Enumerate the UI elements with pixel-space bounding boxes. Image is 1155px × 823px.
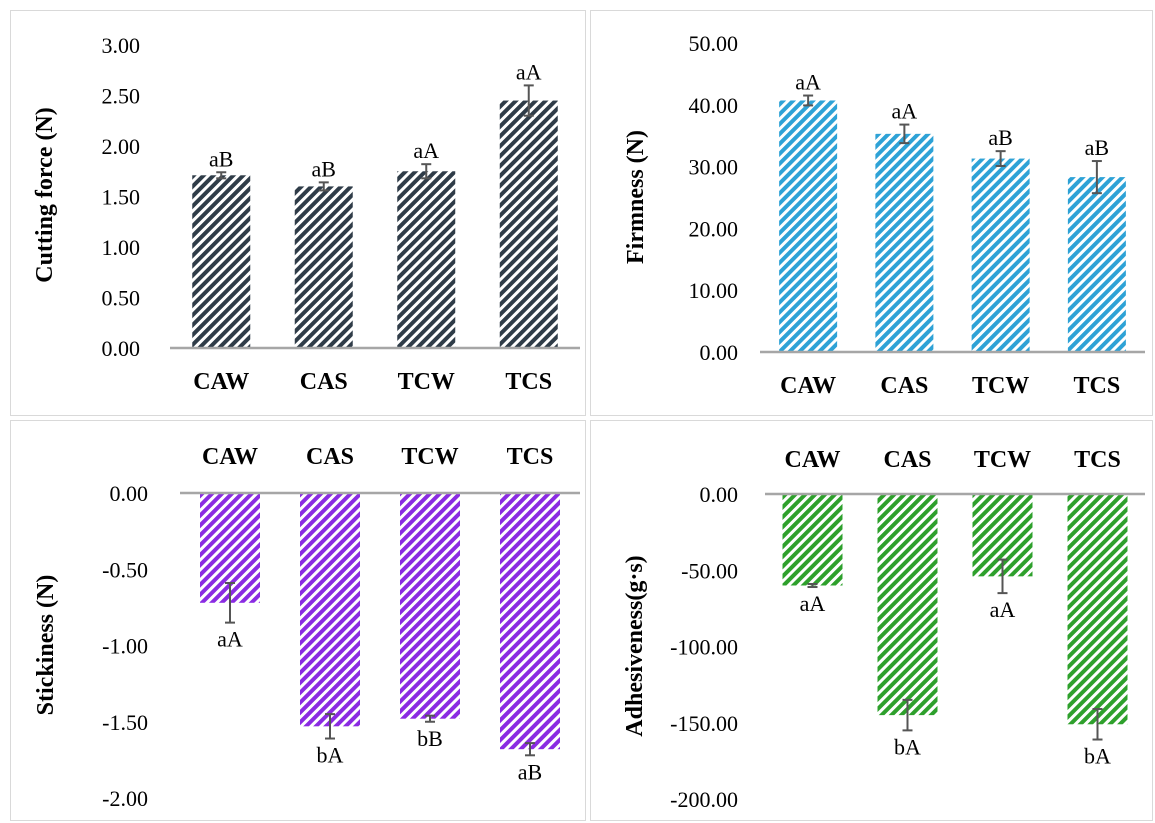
bar-caw (779, 100, 838, 352)
y-tick-label: -50.00 (681, 558, 738, 583)
category-label: TCW (974, 447, 1031, 473)
data-label: aB (1085, 135, 1109, 160)
category-label: TCW (401, 444, 458, 470)
y-tick-label: 50.00 (689, 31, 739, 56)
y-axis-title: Adhesiveness(g·s) (622, 555, 648, 736)
y-tick-label: -1.50 (102, 710, 148, 735)
category-label: CAW (784, 447, 840, 473)
category-label: TCS (505, 369, 552, 395)
y-tick-label: -200.00 (670, 787, 738, 812)
category-label: CAW (202, 444, 258, 470)
bar-tcs (499, 100, 558, 348)
data-label: bA (1084, 744, 1111, 769)
panel-border-cutting-force (10, 10, 586, 416)
chart-panel-stickiness: 0.00 -0.50 -1.00 -1.50 -2.00 Stickiness (N) aA… (33, 444, 580, 811)
bar-cas (300, 493, 360, 727)
y-tick-label: -2.00 (102, 786, 148, 811)
chart-panel-firmness: 0.00 10.00 20.00 30.00 40.00 50.00 Firmness (N… (623, 31, 1145, 399)
y-axis-title: Firmness (N) (623, 130, 649, 264)
category-label: TCS (1074, 447, 1121, 473)
y-tick-label: 2.50 (102, 84, 141, 109)
y-tick-label: 0.00 (110, 481, 149, 506)
y-tick-label: 0.00 (102, 336, 141, 361)
y-axis-title: Cutting force (N) (32, 107, 58, 283)
bar-tcs (500, 493, 560, 750)
data-label: aA (795, 70, 821, 95)
data-label: aB (988, 125, 1012, 150)
bar-caw (192, 175, 251, 348)
y-axis-title: Stickiness (N) (33, 575, 59, 716)
panel-border-firmness (590, 10, 1153, 416)
chart-panel-adhesiveness: 0.00 -50.00 -100.00 -150.00 -200.00 Adhesiven… (622, 447, 1145, 812)
data-label: aA (413, 138, 439, 163)
category-label: CAW (193, 369, 249, 395)
category-label: CAS (300, 369, 348, 395)
y-tick-label: 2.00 (102, 134, 141, 159)
y-tick-label: -0.50 (102, 557, 148, 582)
y-tick-label: 30.00 (689, 155, 739, 180)
y-tick-label: -150.00 (670, 711, 738, 736)
category-label: CAS (883, 447, 931, 473)
data-label: aB (209, 146, 233, 171)
y-tick-label: 40.00 (689, 93, 739, 118)
data-label: aB (518, 759, 542, 784)
bar-cas (294, 186, 353, 348)
bar-tcw (971, 158, 1030, 352)
bar-tcw (397, 171, 456, 348)
bar-tcs (1067, 177, 1126, 352)
y-tick-label: 0.00 (700, 482, 739, 507)
y-tick-label: -1.00 (102, 634, 148, 659)
data-label: bB (417, 726, 443, 751)
category-label: TCS (1074, 373, 1121, 399)
bar-cas (875, 133, 934, 352)
category-label: CAW (780, 373, 836, 399)
category-label: CAS (880, 373, 928, 399)
data-label: aA (990, 597, 1016, 622)
bar-tcw (400, 493, 460, 719)
bar-tcs (1067, 494, 1128, 725)
data-label: bA (317, 743, 344, 768)
data-label: bA (894, 734, 921, 759)
panel-border-stickiness (10, 420, 586, 821)
data-label: aA (892, 99, 918, 124)
y-tick-label: 3.00 (102, 33, 141, 58)
data-label: aA (217, 627, 243, 652)
y-tick-label: 1.00 (102, 235, 141, 260)
category-label: TCS (507, 444, 554, 470)
y-tick-label: -100.00 (670, 635, 738, 660)
data-label: aA (516, 59, 542, 84)
category-label: TCW (398, 369, 455, 395)
y-tick-label: 0.50 (102, 286, 141, 311)
bar-caw (782, 494, 843, 586)
data-label: aB (312, 156, 336, 181)
category-label: TCW (972, 373, 1029, 399)
y-tick-label: 20.00 (689, 216, 739, 241)
chart-panel-cutting-force: 0.00 0.50 1.00 1.50 2.00 2.50 3.00 Cutting forc… (32, 33, 580, 395)
bar-cas (877, 494, 938, 716)
panel-border-adhesiveness (590, 420, 1153, 821)
data-label: aA (800, 591, 826, 616)
y-tick-label: 1.50 (102, 185, 141, 210)
category-label: CAS (306, 444, 354, 470)
y-tick-label: 0.00 (700, 340, 739, 365)
y-tick-label: 10.00 (689, 278, 739, 303)
